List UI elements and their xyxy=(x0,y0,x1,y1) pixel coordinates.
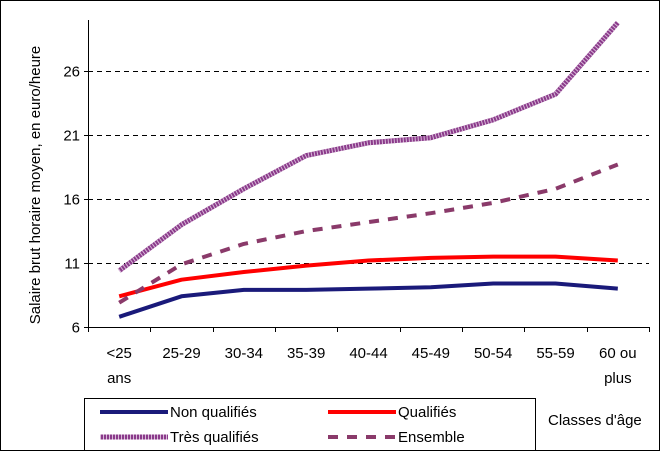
x-tick-label: 50-54 xyxy=(474,345,512,362)
y-tick-label: 26 xyxy=(63,64,80,81)
series-line-ensemble xyxy=(118,162,619,305)
x-tick-label: 45-49 xyxy=(412,345,450,362)
x-tick-label: 55-59 xyxy=(536,345,574,362)
series-line-non-qualifies xyxy=(118,281,618,319)
y-tick-label: 6 xyxy=(72,320,80,337)
y-tick-labels: 6 11 16 21 26 xyxy=(63,64,80,337)
legend-label-non-qualifies: Non qualifiés xyxy=(170,404,257,421)
grid-lines xyxy=(88,71,649,264)
legend-box xyxy=(84,398,536,451)
legend-label-ensemble: Ensemble xyxy=(398,429,465,446)
legend-label-tres-qualifies: Très qualifiés xyxy=(170,429,259,446)
x-tick-label: ans xyxy=(107,370,131,387)
x-tick-label: 40-44 xyxy=(349,345,387,362)
axes xyxy=(84,20,650,332)
y-axis-title: Salaire brut horaire moyen, en euro/heur… xyxy=(27,46,44,325)
legend: Non qualifiés Qualifiés Très qualifiés Ense… xyxy=(84,398,536,451)
y-tick-label: 21 xyxy=(63,128,80,145)
y-tick-label: 11 xyxy=(64,256,80,273)
y-tick-label: 16 xyxy=(63,192,80,209)
series-lines xyxy=(117,20,620,319)
series-line-qualifies xyxy=(118,254,618,299)
x-axis-title: Classes d'âge xyxy=(548,412,642,429)
series-line-tres-qualifies xyxy=(117,20,620,273)
x-tick-label: 25-29 xyxy=(162,345,200,362)
x-tick-label: <25 xyxy=(106,345,131,362)
legend-label-qualifies: Qualifiés xyxy=(398,404,456,421)
x-tick-label: 30-34 xyxy=(225,345,263,362)
x-tick-label: 60 ou xyxy=(599,345,637,362)
x-tick-labels: <25 ans 25-29 30-34 35-39 40-44 45-49 50-54 55-5… xyxy=(106,345,636,387)
x-tick-label: 35-39 xyxy=(287,345,325,362)
x-tick-label: plus xyxy=(604,370,632,387)
